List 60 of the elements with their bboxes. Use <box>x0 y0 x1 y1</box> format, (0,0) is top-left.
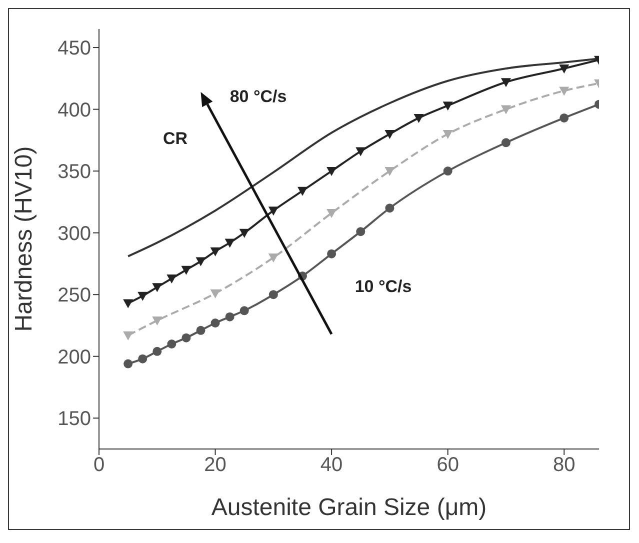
point <box>442 102 453 111</box>
point <box>210 289 220 298</box>
point <box>123 299 134 308</box>
point <box>166 274 177 284</box>
point <box>138 292 148 301</box>
y-tick-label: 300 <box>58 222 91 245</box>
point <box>414 114 424 123</box>
point <box>559 64 570 74</box>
point <box>123 331 134 340</box>
point <box>356 147 366 156</box>
point <box>124 359 133 368</box>
y-tick-label: 200 <box>58 346 91 368</box>
point <box>356 227 366 236</box>
annotation: CR <box>162 128 188 148</box>
point <box>559 86 570 96</box>
point <box>500 78 511 88</box>
point <box>138 354 148 364</box>
y-tick-label: 450 <box>58 38 91 60</box>
y-tick-label: 250 <box>58 284 91 307</box>
point <box>384 167 395 176</box>
y-tick-label: 350 <box>58 161 91 184</box>
point <box>442 130 453 139</box>
annotation: 80 °C/s <box>230 86 287 106</box>
point <box>196 326 206 335</box>
point <box>152 346 162 356</box>
point <box>210 247 220 256</box>
point <box>167 340 176 348</box>
point <box>239 228 250 238</box>
point <box>501 138 510 148</box>
point <box>560 113 569 122</box>
point <box>152 283 162 292</box>
point <box>297 186 308 196</box>
x-tick-label: 20 <box>204 454 226 476</box>
point <box>152 316 162 326</box>
y-tick-label: 400 <box>58 99 91 122</box>
point <box>443 166 452 176</box>
point <box>182 333 191 342</box>
x-tick-label: 80 <box>552 454 576 476</box>
y-tick-label: 150 <box>58 408 91 430</box>
annotation: 10 °C/s <box>354 277 412 296</box>
point <box>327 249 336 258</box>
point <box>268 290 278 300</box>
point <box>225 312 234 322</box>
point <box>268 206 278 216</box>
x-tick-label: 0 <box>93 454 105 476</box>
point <box>384 130 395 139</box>
x-axis-title: Austenite Grain Size (μm) <box>211 494 487 521</box>
point <box>500 105 511 114</box>
point <box>385 204 394 213</box>
point <box>181 266 192 275</box>
x-tick-label: 60 <box>436 454 459 476</box>
point <box>268 254 278 263</box>
point <box>326 209 337 218</box>
point <box>224 238 235 248</box>
y-axis-title: Hardness (HV10) <box>10 146 38 332</box>
point <box>326 167 337 176</box>
x-tick-label: 40 <box>320 454 343 476</box>
point <box>196 257 206 266</box>
point <box>210 318 220 328</box>
point <box>240 306 249 316</box>
